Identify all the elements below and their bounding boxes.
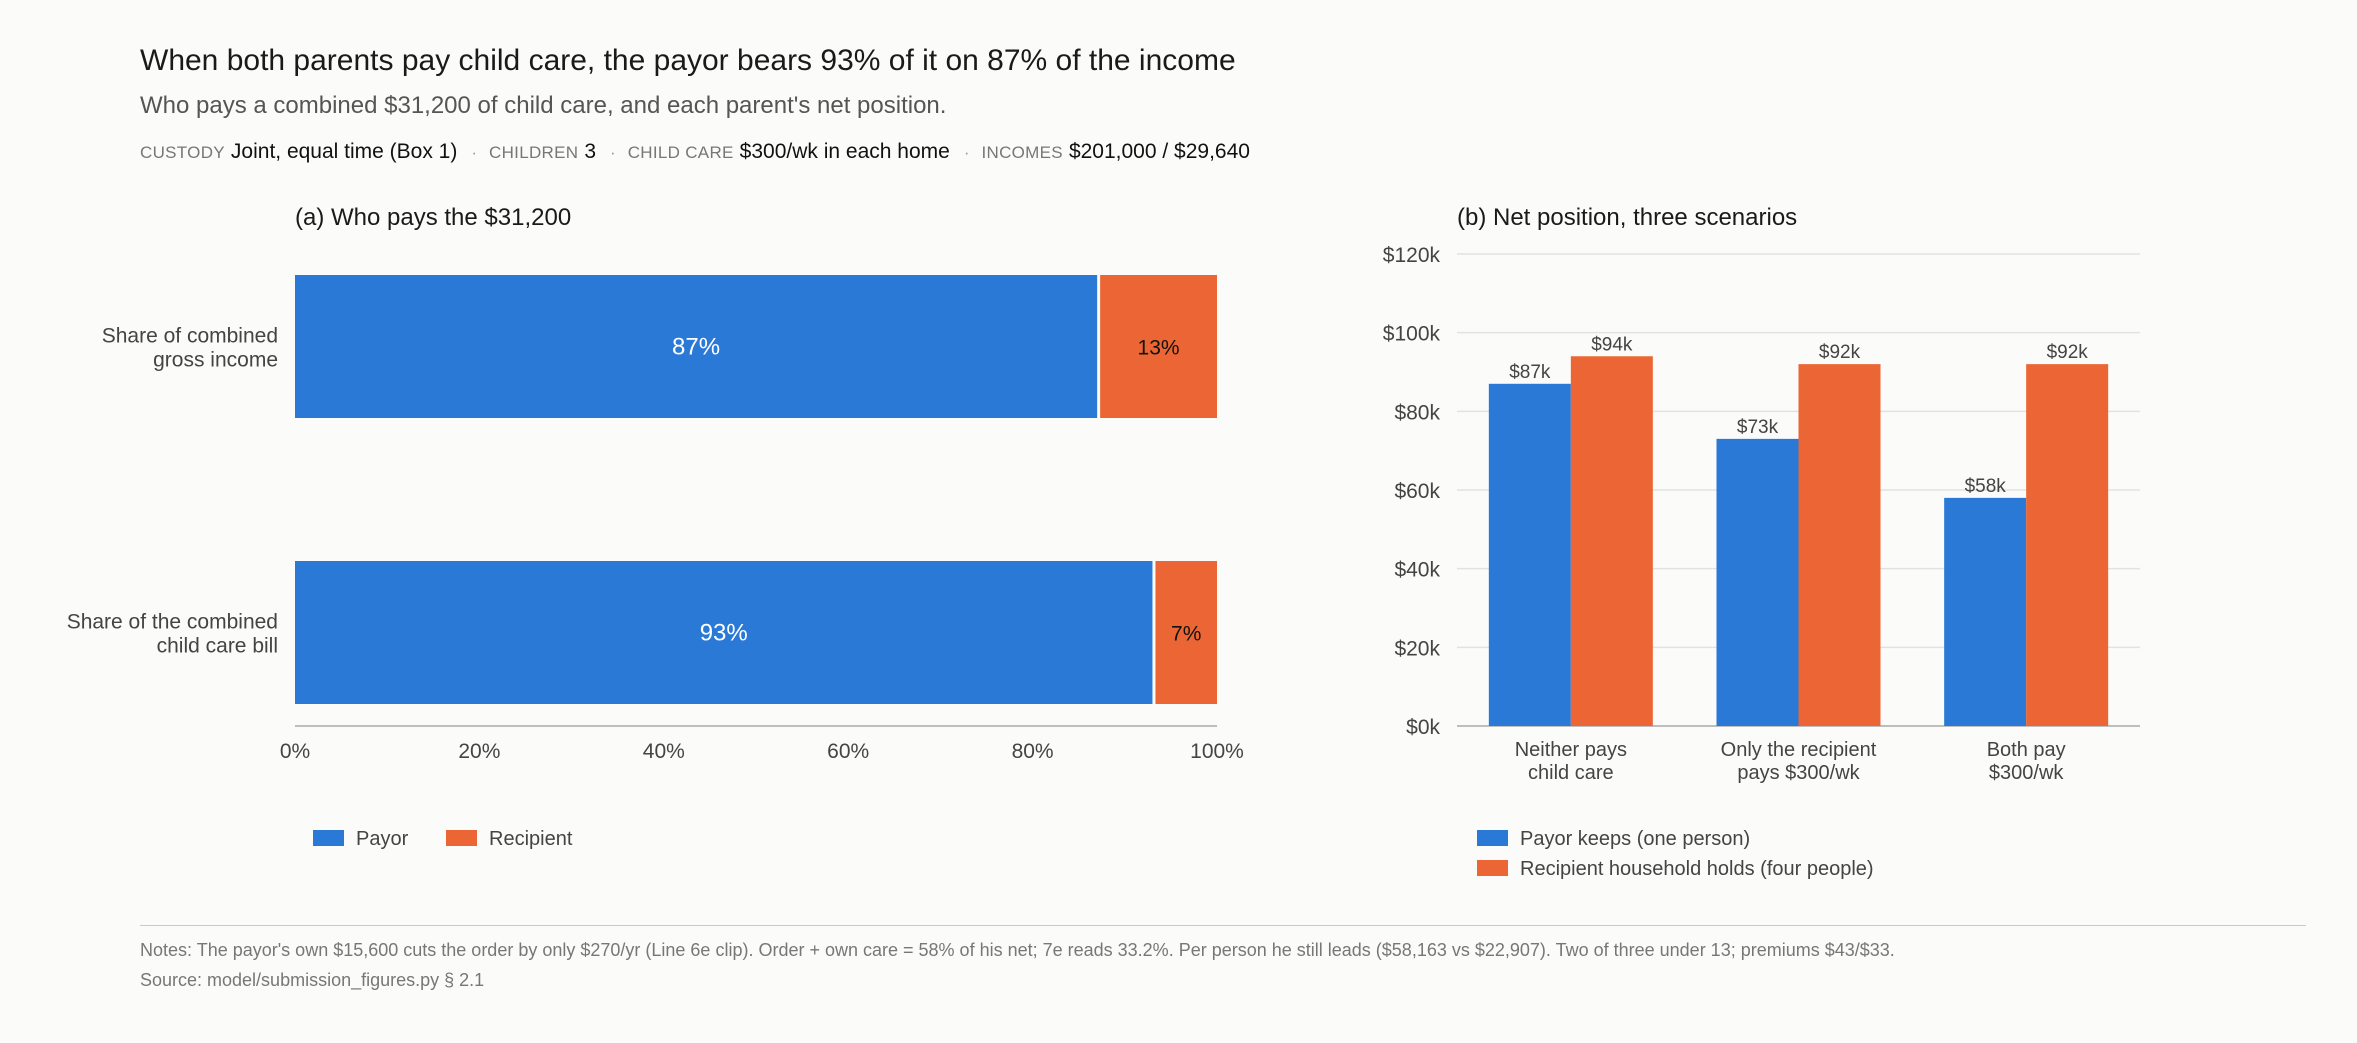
footer-divider <box>140 925 2306 926</box>
chart-b-title: (b) Net position, three scenarios <box>1457 204 1797 231</box>
legend-label-1: Recipient household holds (four people) <box>1520 858 1874 880</box>
bar-label-payor-0: 87% <box>672 334 720 361</box>
bar-payor-1 <box>295 561 1153 704</box>
meta-label-children: CHILDREN <box>489 143 579 162</box>
x-tick-label: 0% <box>280 740 310 763</box>
bar-series1-2 <box>2026 364 2109 726</box>
meta-label-custody: CUSTODY <box>140 143 225 162</box>
meta-value-incomes: $201,000 / $29,640 <box>1068 140 1250 163</box>
category-label-0: Neither pays <box>1515 739 1627 761</box>
bar-value-label: $73k <box>1737 417 1779 438</box>
bar-value-label: $94k <box>1591 334 1633 355</box>
x-tick-label: 40% <box>643 740 685 763</box>
bar-payor-0 <box>295 275 1098 418</box>
category-label-1: Share of the combined <box>67 611 278 634</box>
meta-separator: · <box>963 143 970 162</box>
meta-value-custody: Joint, equal time (Box 1) <box>230 140 458 163</box>
meta-label-incomes: INCOMES <box>981 143 1063 162</box>
y-tick-label: $60k <box>1394 480 1440 503</box>
footer-source: Source: model/submission_figures.py § 2.… <box>140 970 485 990</box>
bar-recipient-0 <box>1100 275 1217 418</box>
meta-row: CUSTODY Joint, equal time (Box 1) · CHILDRE… <box>140 140 1260 164</box>
y-tick-label: $120k <box>1383 244 1441 267</box>
x-tick-label: 60% <box>827 740 869 763</box>
category-label-2: Both pay <box>1987 739 2066 761</box>
y-tick-label: $0k <box>1406 716 1440 739</box>
bar-series0-2 <box>1944 497 2027 726</box>
page-title: When both parents pay child care, the pa… <box>140 44 1236 77</box>
category-label-1: Only the recipient <box>1721 739 1877 761</box>
bar-recipient-1 <box>1155 561 1217 704</box>
bar-series1-0 <box>1570 356 1653 726</box>
category-label-0: gross income <box>153 349 278 372</box>
bar-series0-1 <box>1716 438 1799 726</box>
meta-value-child-care: $300/wk in each home <box>739 140 950 163</box>
bar-label-payor-1: 93% <box>700 620 748 647</box>
category-label-1: child care bill <box>157 635 278 658</box>
x-tick-label: 100% <box>1190 740 1244 763</box>
meta-separator: · <box>471 143 478 162</box>
bar-value-label: $58k <box>1965 476 2007 497</box>
x-tick-label: 20% <box>458 740 500 763</box>
bar-label-recipient-1: 7% <box>1171 623 1201 646</box>
y-tick-label: $100k <box>1383 323 1441 346</box>
meta-value-children: 3 <box>584 140 597 163</box>
y-tick-label: $80k <box>1394 401 1440 424</box>
page-subtitle: Who pays a combined $31,200 of child car… <box>140 92 947 119</box>
category-label-0: child care <box>1528 762 1614 784</box>
bar-value-label: $92k <box>2047 342 2089 363</box>
bar-series1-1 <box>1798 364 1881 726</box>
category-label-0: Share of combined <box>102 325 278 348</box>
y-tick-label: $20k <box>1394 637 1440 660</box>
meta-separator: · <box>610 143 616 162</box>
chart-who-pays: (a) Who pays the $31,200 87% 13% Share of c… <box>67 204 1244 850</box>
legend-swatch-0 <box>1477 830 1508 846</box>
x-tick-label: 80% <box>1012 740 1054 763</box>
meta-label-child-care: CHILD CARE <box>627 143 734 162</box>
category-label-2: $300/wk <box>1989 762 2064 784</box>
chart-net-position: (b) Net position, three scenarios $0k $20k… <box>1383 204 2140 880</box>
legend-label-payor: Payor <box>356 828 409 850</box>
legend-label-0: Payor keeps (one person) <box>1520 828 1750 850</box>
legend-swatch-recipient <box>446 830 477 846</box>
bar-value-label: $92k <box>1819 342 1861 363</box>
legend-swatch-1 <box>1477 860 1508 876</box>
y-tick-label: $40k <box>1394 559 1440 582</box>
bar-value-label: $87k <box>1509 362 1551 383</box>
bar-series0-0 <box>1488 383 1571 726</box>
chart-a-title: (a) Who pays the $31,200 <box>295 204 571 231</box>
footer-notes: Notes: The payor's own $15,600 cuts the … <box>140 940 1895 960</box>
category-label-1: pays $300/wk <box>1737 762 1860 784</box>
bar-label-recipient-0: 13% <box>1138 337 1180 360</box>
legend-label-recipient: Recipient <box>489 828 573 850</box>
legend-swatch-payor <box>313 830 344 846</box>
